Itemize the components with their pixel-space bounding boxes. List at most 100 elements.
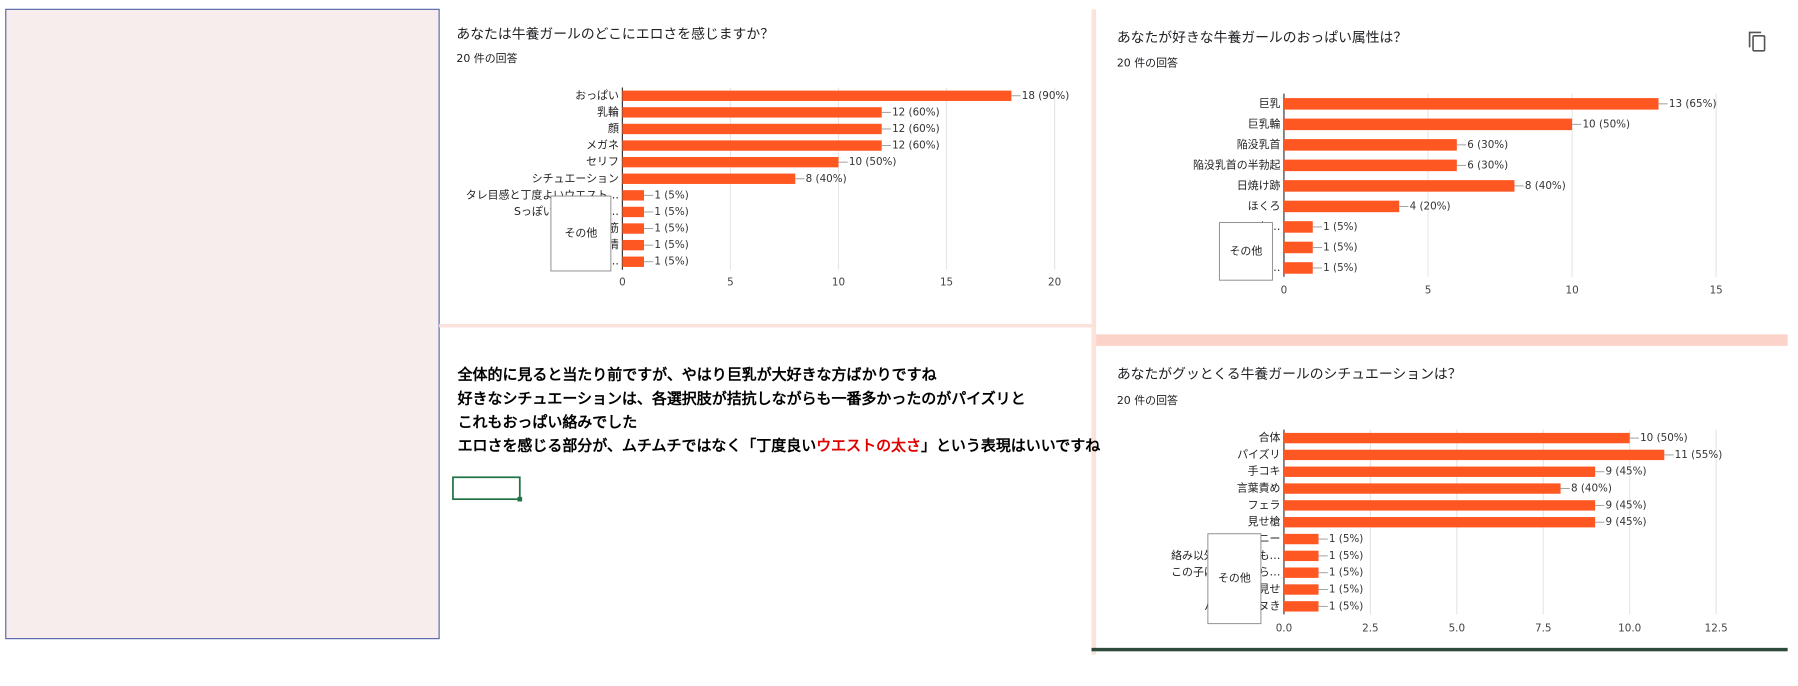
chart-subtitle: 20 件の回答 [1117, 393, 1178, 407]
x-tick-label: 20 [1048, 276, 1061, 288]
value-label: 1 (5%) [1329, 567, 1363, 579]
comment-text: 」という表現はいいですね [921, 436, 1100, 454]
comment-text: エロさを感じる部分が、ムチムチではなく「丁度良い [458, 436, 817, 454]
value-label: 8 (40%) [1525, 180, 1566, 192]
x-tick-label: 15 [1710, 285, 1723, 297]
bar [622, 256, 644, 267]
category-label: メガネ [586, 139, 619, 152]
bar [1283, 517, 1596, 528]
x-tick-label: 10.0 [1618, 622, 1641, 634]
bar [1283, 159, 1457, 172]
bar [1283, 200, 1400, 213]
category-label: 合体 [1259, 430, 1281, 444]
x-tick-label: 12.5 [1705, 622, 1728, 634]
value-label: 10 (50%) [1640, 432, 1688, 444]
tooltip-text: その他 [1230, 244, 1263, 257]
comment-line: 全体的に見ると当たり前ですが、やはり巨乳が大好きな方ばかりですね [457, 365, 937, 383]
value-label: 6 (30%) [1467, 139, 1508, 151]
x-tick-label: 7.5 [1535, 622, 1551, 634]
category-label: 情 [608, 238, 619, 251]
comment: 全体的に見ると当たり前ですが、やはり巨乳が大好きな方ばかりですね好きなシチュエー… [457, 365, 1101, 454]
bar [1283, 432, 1630, 444]
comment-text: ウエストの太さ [816, 436, 921, 454]
bar [1283, 180, 1515, 192]
comment-line: 好きなシチュエーションは、各選択肢が拮抗しながらも一番多かったのがパイズリと [457, 389, 1026, 407]
bar [1283, 241, 1313, 254]
value-label: 1 (5%) [1329, 584, 1363, 596]
category-label: 巨乳輪 [1248, 116, 1281, 130]
bar [1283, 139, 1457, 151]
bar [1283, 98, 1659, 110]
x-tick-label: 0 [1281, 285, 1288, 297]
category-label: ほくろ [1248, 199, 1281, 212]
value-label: 9 (45%) [1606, 516, 1647, 528]
x-tick-label: 5 [727, 276, 734, 288]
chart-title: あなたが好きな牛養ガールのおっぱい属性は？ [1117, 29, 1407, 46]
copy-icon[interactable] [1748, 31, 1766, 52]
bar [1283, 466, 1596, 477]
value-label: 9 (45%) [1606, 499, 1647, 511]
category-label: セリフ [586, 155, 619, 168]
value-label: 12 (60%) [892, 123, 940, 135]
cell-handle [517, 496, 523, 502]
value-label: 1 (5%) [654, 223, 688, 235]
x-tick-label: 2.5 [1362, 622, 1378, 634]
bar [622, 173, 796, 184]
value-label: 10 (50%) [849, 156, 897, 168]
category-label: パイズリ [1237, 447, 1280, 461]
bar [1283, 533, 1319, 545]
value-label: 12 (60%) [892, 140, 940, 152]
category-label: 陥没乳首の半勃起 [1193, 157, 1281, 171]
chart-subtitle: 20 件の回答 [456, 51, 517, 65]
bar [1283, 483, 1561, 494]
category-label: おっぱい [575, 89, 619, 102]
value-label: 1 (5%) [1329, 533, 1363, 545]
tooltip [550, 195, 612, 272]
bar [1283, 584, 1319, 595]
illustration-placeholder [5, 8, 440, 640]
bar [1283, 500, 1596, 511]
bar [622, 206, 644, 218]
value-label: 6 (30%) [1467, 159, 1508, 171]
value-label: 9 (45%) [1606, 466, 1647, 478]
bar [622, 190, 644, 201]
x-tick-label: 0 [619, 276, 626, 288]
chart-title: あなたは牛養ガールのどこにエロさを感じますか？ [456, 26, 774, 43]
category-label: 日焼け跡 [1237, 178, 1281, 192]
category-label: 見せ [1259, 583, 1281, 596]
value-label: 1 (5%) [654, 256, 688, 268]
comment-line: これもおっぱい絡みでした [458, 412, 638, 430]
x-tick-label: 5 [1425, 285, 1432, 297]
value-label: 8 (40%) [806, 173, 847, 185]
divider [439, 323, 1092, 328]
category-label: 顔 [608, 121, 619, 135]
bar [622, 107, 882, 118]
comment-text: 好きなシチュエーションは、各選択肢が拮抗しながらも一番多かったのがパイズリと [457, 389, 1026, 407]
bar [1283, 601, 1319, 612]
divider [1096, 334, 1788, 346]
x-tick-label: 15 [940, 276, 953, 288]
category-label: 巨乳 [1259, 97, 1281, 110]
category-label: 言葉責め [1237, 481, 1281, 495]
category-label: 陥没乳首 [1237, 137, 1281, 151]
category-label: 見せ槍 [1248, 514, 1281, 528]
chart-subtitle: 20 件の回答 [1117, 56, 1178, 70]
value-label: 11 (55%) [1675, 449, 1723, 461]
value-label: 1 (5%) [654, 189, 688, 201]
tooltip-text: その他 [1218, 572, 1251, 585]
bottom-border [1091, 647, 1788, 652]
value-label: 10 (50%) [1582, 118, 1630, 130]
bar [1283, 118, 1573, 131]
value-label: 1 (5%) [654, 206, 688, 218]
x-tick-label: 0.0 [1276, 622, 1292, 634]
x-tick-label: 5.0 [1449, 622, 1465, 634]
value-label: 8 (40%) [1571, 483, 1612, 495]
bar [1283, 262, 1313, 274]
bar [622, 156, 839, 168]
comment-text: 全体的に見ると当たり前ですが、やはり巨乳が大好きな方ばかりですね [457, 365, 937, 383]
value-label: 12 (60%) [892, 106, 940, 118]
bar [1283, 550, 1319, 562]
tooltip [1207, 533, 1262, 625]
value-label: 1 (5%) [1329, 600, 1363, 612]
value-label: 13 (65%) [1669, 98, 1717, 110]
